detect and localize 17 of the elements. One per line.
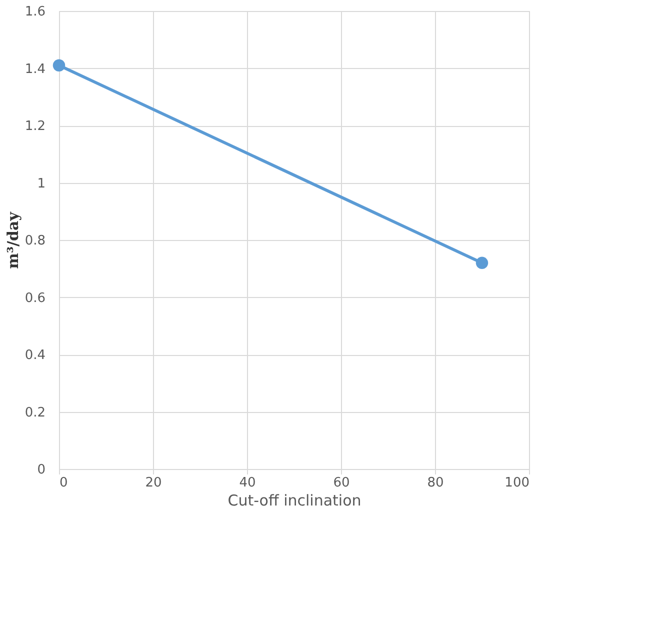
- x-tick-label: 100: [504, 476, 530, 490]
- x-tick-label: 0: [60, 476, 68, 490]
- x-tick-label: 80: [427, 476, 444, 490]
- y-tick-label: 0.6: [24, 290, 46, 306]
- y-tick-label: 0.2: [24, 405, 46, 420]
- y-tick-label: 0.8: [24, 234, 46, 248]
- x-axis-title: Cut-off inclination: [228, 492, 362, 510]
- x-tick-label: 60: [333, 476, 350, 490]
- y-tick-label: 0: [37, 462, 46, 478]
- y-tick-label: 1.4: [24, 62, 46, 77]
- y-tick-label: 1.6: [24, 4, 46, 20]
- y-tick-label: 1.2: [24, 119, 46, 134]
- y-tick-label: 0.4: [24, 348, 46, 363]
- x-tick-label: 20: [145, 476, 162, 490]
- x-tick-label: 40: [239, 476, 256, 490]
- y-tick-label: 1: [37, 176, 46, 192]
- y-axis-title: m³/day: [4, 210, 22, 269]
